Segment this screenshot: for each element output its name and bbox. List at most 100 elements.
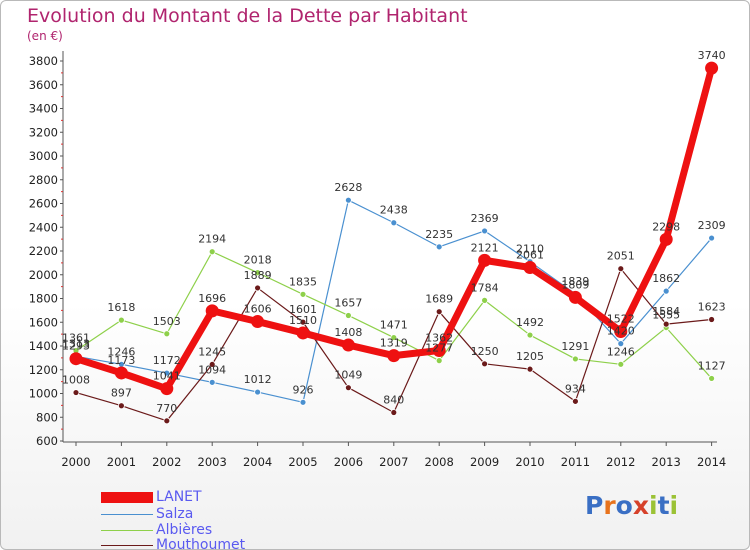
y-tick-label: 2000: [29, 268, 58, 282]
data-label-mouthoumet: 1584: [652, 305, 680, 318]
data-label-mouthoumet: 840: [383, 394, 404, 407]
data-label-lanet: 2121: [471, 241, 499, 254]
x-tick-label: 2012: [606, 455, 635, 469]
data-point-albieres: [526, 331, 534, 339]
x-tick-label: 2004: [243, 455, 272, 469]
data-label-lanet: 1408: [334, 326, 362, 339]
data-label-mouthoumet: 897: [111, 387, 132, 400]
x-tick-label: 2013: [652, 455, 681, 469]
data-label-mouthoumet: 1623: [698, 301, 726, 314]
data-label-salza: 2110: [516, 243, 544, 256]
data-label-albieres: 1291: [561, 340, 589, 353]
data-label-salza: 1246: [107, 345, 135, 358]
logo-letter: o: [615, 491, 633, 520]
data-label-albieres: 1246: [607, 345, 635, 358]
data-label-salza: 2628: [334, 181, 362, 194]
data-label-albieres: 1471: [380, 319, 408, 332]
data-point-lanet: [614, 325, 628, 339]
x-tick-label: 2006: [334, 455, 363, 469]
data-label-salza: 926: [293, 383, 314, 396]
data-label-lanet: 1362: [425, 332, 453, 345]
data-point-salza: [344, 196, 352, 204]
data-label-mouthoumet: 2051: [607, 250, 635, 263]
x-tick-label: 2010: [515, 455, 544, 469]
data-point-albieres: [163, 330, 171, 338]
legend-swatch-salza: [101, 514, 153, 515]
data-point-salza: [617, 340, 625, 348]
legend-swatch-albieres: [101, 530, 153, 531]
data-point-mouthoumet: [72, 389, 80, 396]
data-label-albieres: 1784: [471, 281, 499, 294]
data-point-lanet: [568, 290, 582, 304]
data-point-salza: [708, 234, 715, 242]
data-label-lanet: 1041: [153, 370, 181, 383]
data-point-salza: [254, 388, 262, 396]
data-label-albieres: 1835: [289, 275, 317, 288]
data-label-lanet: 1319: [380, 337, 408, 350]
data-label-lanet: 1173: [107, 354, 135, 367]
x-tick-label: 2009: [470, 455, 499, 469]
data-point-salza: [662, 287, 670, 295]
data-point-lanet: [205, 304, 219, 318]
data-point-lanet: [659, 232, 673, 246]
y-tick-label: 2600: [29, 197, 58, 211]
data-point-mouthoumet: [617, 265, 625, 273]
chart-unit-label: (en €): [27, 29, 63, 43]
logo-letter: i: [649, 491, 658, 520]
data-label-lanet: 1293: [62, 340, 90, 353]
x-tick-label: 2011: [561, 455, 590, 469]
y-tick-label: 3000: [29, 149, 58, 163]
y-tick-label: 2400: [29, 220, 58, 234]
data-label-lanet: 1809: [561, 278, 589, 291]
data-label-albieres: 1492: [516, 316, 544, 329]
data-point-mouthoumet: [163, 417, 171, 425]
data-point-mouthoumet: [708, 316, 715, 323]
data-label-albieres: 1361: [62, 332, 90, 345]
data-point-mouthoumet: [254, 284, 262, 292]
data-point-salza: [299, 398, 307, 406]
data-label-mouthoumet: 1008: [62, 374, 90, 387]
data-label-mouthoumet: 1889: [244, 269, 272, 282]
x-tick-label: 2003: [198, 455, 227, 469]
data-point-salza: [208, 378, 216, 386]
x-tick-label: 2001: [107, 455, 136, 469]
data-label-mouthoumet: 1601: [289, 303, 317, 316]
y-tick-label: 2800: [29, 173, 58, 187]
data-label-mouthoumet: 1689: [425, 293, 453, 306]
data-point-mouthoumet: [390, 409, 398, 416]
data-point-albieres: [481, 296, 489, 304]
data-point-albieres: [617, 360, 625, 368]
data-label-salza: 1172: [153, 354, 181, 367]
data-label-salza: 1012: [244, 373, 272, 386]
legend-swatch-mouthoumet: [101, 545, 153, 546]
data-label-lanet: 1510: [289, 314, 317, 327]
data-label-albieres: 2018: [244, 254, 272, 267]
data-label-mouthoumet: 1049: [334, 369, 362, 382]
legend-label-mouthoumet: Mouthoumet: [156, 537, 246, 550]
logo-letter: r: [603, 491, 616, 520]
data-point-mouthoumet: [481, 360, 489, 368]
data-point-lanet: [251, 315, 265, 329]
data-label-salza: 2235: [425, 228, 453, 241]
y-tick-label: 3800: [29, 54, 58, 68]
data-label-albieres: 1277: [425, 342, 453, 355]
data-label-salza: 2309: [698, 219, 726, 232]
legend-label-lanet: LANET: [156, 489, 202, 505]
data-point-albieres: [435, 357, 443, 365]
y-tick-label: 800: [36, 410, 58, 424]
x-tick-label: 2002: [152, 455, 181, 469]
data-label-mouthoumet: 1250: [471, 345, 499, 358]
logo-letter: i: [669, 491, 679, 520]
data-point-salza: [390, 219, 398, 227]
data-label-salza: 1094: [198, 363, 226, 376]
data-point-mouthoumet: [208, 361, 216, 368]
data-label-mouthoumet: 934: [565, 382, 586, 395]
data-point-lanet: [432, 344, 446, 358]
data-point-mouthoumet: [299, 318, 307, 326]
data-label-lanet: 3740: [698, 49, 726, 62]
data-point-salza: [435, 243, 443, 251]
logo-letter: P: [585, 491, 604, 520]
proxiti-logo: Proxiti: [585, 491, 678, 520]
legend-label-albieres: Albières: [156, 522, 213, 538]
x-tick-label: 2007: [379, 455, 408, 469]
